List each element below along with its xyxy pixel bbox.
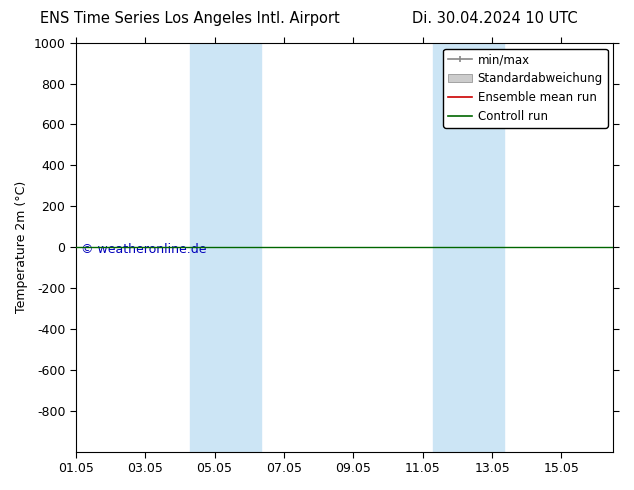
Bar: [433, 43, 459, 452]
Bar: [459, 43, 504, 452]
Text: © weatheronline.de: © weatheronline.de: [81, 243, 207, 256]
Bar: [216, 43, 261, 452]
Y-axis label: Temperature 2m (°C): Temperature 2m (°C): [15, 181, 28, 313]
Legend: min/max, Standardabweichung, Ensemble mean run, Controll run: min/max, Standardabweichung, Ensemble me…: [443, 49, 607, 128]
Text: Di. 30.04.2024 10 UTC: Di. 30.04.2024 10 UTC: [411, 11, 578, 26]
Bar: [190, 43, 216, 452]
Text: ENS Time Series Los Angeles Intl. Airport: ENS Time Series Los Angeles Intl. Airpor…: [41, 11, 340, 26]
